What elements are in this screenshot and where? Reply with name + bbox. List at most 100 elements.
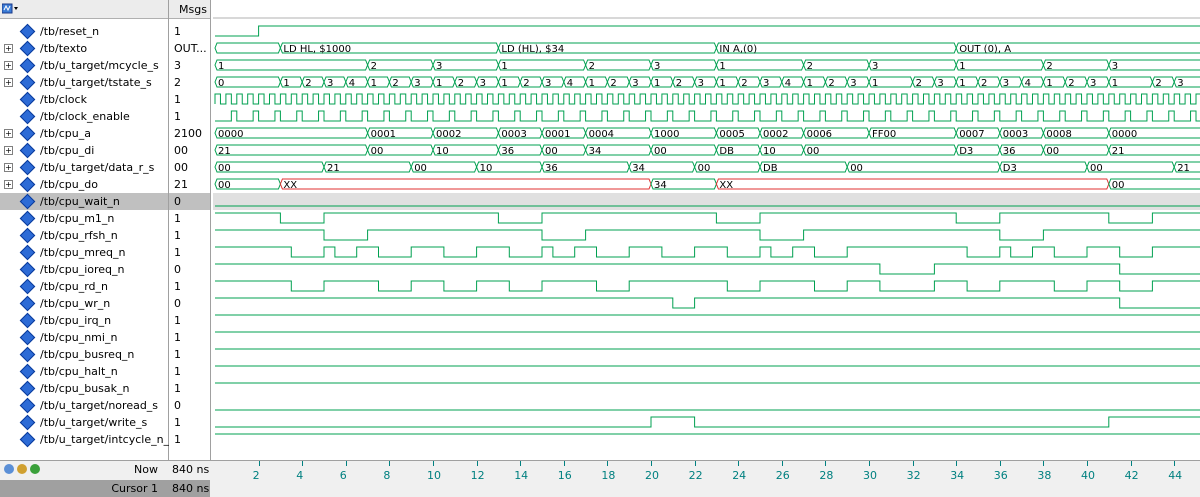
wr-wave [215,297,1200,309]
signal-value-row[interactable]: 00 [169,142,210,159]
mcycle-label: 3 [654,61,660,72]
signal-row[interactable]: /tb/cpu_rd_n [0,278,168,295]
signal-value: 00 [174,161,188,174]
signal-value-row[interactable]: 1 [169,278,210,295]
mcycle-segment [585,59,652,71]
tstate-label: 2 [392,78,398,89]
signal-value: 2 [174,76,181,89]
wave-toolbar-icon[interactable] [2,3,20,15]
signal-row[interactable]: /tb/u_target/write_s [0,414,168,431]
mcycle-segment [650,59,717,71]
signal-row[interactable]: /tb/cpu_busak_n [0,380,168,397]
tstate-label: 4 [349,78,355,89]
add-cursor-icon[interactable] [30,464,40,474]
expand-icon[interactable]: + [4,146,13,155]
signal-value-row[interactable]: 1 [169,414,210,431]
signal-name: /tb/cpu_mreq_n [40,246,126,259]
signal-row[interactable]: + /tb/u_target/data_r_s [0,159,168,176]
zoom-icon[interactable] [4,464,14,474]
signal-value-row[interactable]: 3 [169,57,210,74]
signal-value-row[interactable]: 1 [169,363,210,380]
signal-value-row[interactable]: 1 [169,244,210,261]
expand-icon[interactable]: + [4,44,13,53]
signal-value-row[interactable]: 0 [169,193,210,210]
signal-row[interactable]: /tb/clock_enable [0,108,168,125]
cursor-row[interactable] [0,480,210,497]
signal-row[interactable]: + /tb/cpu_do [0,176,168,193]
mcycle-segment [868,59,957,71]
signal-value-row[interactable]: 1 [169,210,210,227]
mcycle-segment [803,59,870,71]
signal-value-row[interactable]: 00 [169,159,210,176]
signal-row[interactable]: + /tb/texto [0,40,168,57]
tstate-label: 1 [872,78,878,89]
expand-icon[interactable]: + [4,61,13,70]
signal-row[interactable]: /tb/cpu_rfsh_n [0,227,168,244]
mreq-wave [215,246,1200,258]
signal-row[interactable]: + /tb/u_target/mcycle_s [0,57,168,74]
waveform-canvas[interactable]: LD HL, $1000 LD (HL), $34 IN A,(0) OUT (0),… [213,0,1200,460]
signal-value: OUT... [174,42,207,55]
expand-icon[interactable]: + [4,129,13,138]
signal-value-row[interactable]: 21 [169,176,210,193]
signal-value-row[interactable]: OUT... [169,40,210,57]
mcycle-segment [715,59,805,71]
signal-row[interactable]: /tb/cpu_busreq_n [0,346,168,363]
signal-value-row[interactable]: 1 [169,329,210,346]
signal-row[interactable]: /tb/cpu_wait_n [0,193,168,210]
signal-row[interactable]: /tb/cpu_mreq_n [0,244,168,261]
signal-row[interactable]: /tb/clock [0,91,168,108]
time-tick [258,461,260,466]
mcycle-label: 3 [872,61,878,72]
signal-value-row[interactable]: 1 [169,380,210,397]
signal-diamond-icon [19,397,36,414]
tstate-label: 1 [371,78,377,89]
signal-row[interactable]: /tb/cpu_wr_n [0,295,168,312]
key-icon[interactable] [17,464,27,474]
signal-row[interactable]: /tb/u_target/noread_s [0,397,168,414]
signal-value-row[interactable]: 1 [169,431,210,448]
cpu-di-label: 00 [654,146,667,157]
signal-diamond-icon [19,261,36,278]
signal-value: 00 [174,144,188,157]
signal-value-row[interactable]: 1 [169,227,210,244]
msgs-header: Msgs [179,3,207,16]
cpu-a-label: 0002 [763,129,788,140]
signal-value: 3 [174,59,181,72]
texto-label: OUT (0), A [959,44,1011,55]
signal-diamond-icon [19,210,36,227]
tstate-label: 1 [589,78,595,89]
signal-value-row[interactable]: 0 [169,261,210,278]
signal-row[interactable]: + /tb/cpu_di [0,142,168,159]
tstate-label: 2 [1068,78,1074,89]
expand-icon[interactable]: + [4,78,13,87]
data-r-segment [846,161,1001,173]
waveform-pane[interactable]: LD HL, $1000 LD (HL), $34 IN A,(0) OUT (0),… [213,0,1200,460]
texto-label: LD HL, $1000 [283,44,351,55]
signal-value-row[interactable]: 2100 [169,125,210,142]
signal-row[interactable]: /tb/reset_n [0,23,168,40]
signal-row[interactable]: + /tb/cpu_a [0,125,168,142]
signal-value-row[interactable]: 1 [169,108,210,125]
signal-value-row[interactable]: 1 [169,346,210,363]
expand-icon[interactable]: + [4,180,13,189]
signal-value-row[interactable]: 0 [169,397,210,414]
signal-row[interactable]: + /tb/u_target/tstate_s [0,74,168,91]
signal-value-row[interactable]: 0 [169,295,210,312]
signal-value-row[interactable]: 2 [169,74,210,91]
data-r-label: 00 [1090,163,1103,174]
cpu-a-label: 0003 [501,129,526,140]
signal-row[interactable]: /tb/cpu_nmi_n [0,329,168,346]
signal-row[interactable]: /tb/u_target/intcycle_n_s [0,431,175,448]
signal-value-row[interactable]: 1 [169,312,210,329]
time-tick-label: 38 [1037,469,1052,482]
signal-row[interactable]: /tb/cpu_ioreq_n [0,261,168,278]
signal-row[interactable]: /tb/cpu_m1_n [0,210,168,227]
signal-value-row[interactable]: 1 [169,91,210,108]
expand-icon[interactable]: + [4,163,13,172]
signal-value-pane: Msgs 1 OUT... 3 2 1 1 2100 00 00 21 0 1 1 1 0 1 0 1 1 1 1 1 0 1… [169,0,211,460]
signal-row[interactable]: /tb/cpu_halt_n [0,363,168,380]
cpu-a-label: 0002 [436,129,461,140]
signal-value-row[interactable]: 1 [169,23,210,40]
signal-row[interactable]: /tb/cpu_irq_n [0,312,168,329]
